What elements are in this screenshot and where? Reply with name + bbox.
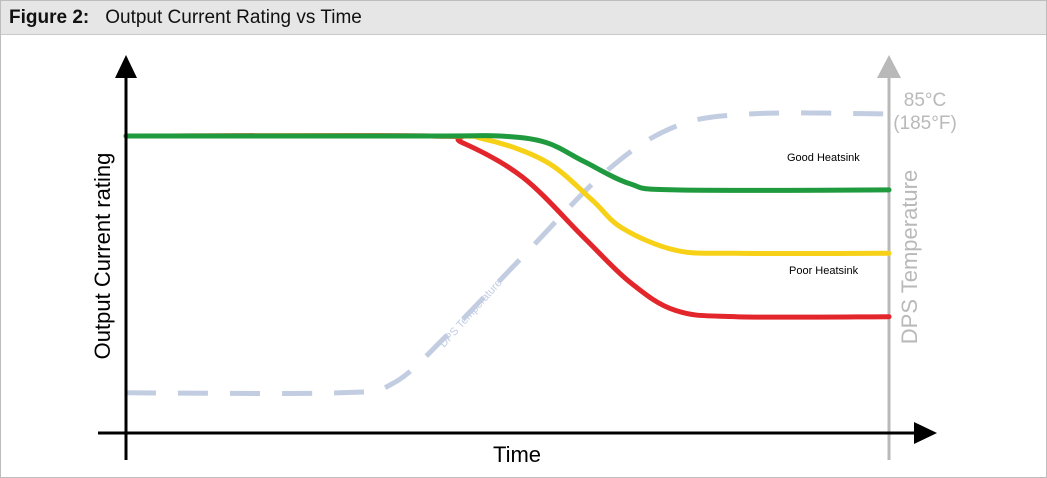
annotation-good-heatsink: Good Heatsink (787, 152, 860, 164)
series-layer (123, 110, 892, 397)
right-axis-top-value-f: (185°F) (893, 113, 957, 134)
figure-header: Figure 2: Output Current Rating vs Time (1, 1, 1046, 35)
annotation-dps-temperature: DPS Temperature (437, 277, 504, 350)
annotation-poor-heatsink: Poor Heatsink (789, 265, 859, 277)
figure-label: Figure 2: (9, 6, 90, 28)
series-dps-temperature (125, 110, 890, 397)
series-medium-heatsink (123, 133, 892, 257)
x-axis-arrow (914, 422, 937, 444)
right-axis (877, 55, 901, 460)
right-axis-label: DPS Temperature (897, 170, 922, 344)
x-axis-label: Time (493, 442, 541, 467)
figure-title: Output Current Rating vs Time (105, 6, 362, 28)
axes (98, 55, 937, 460)
right-axis-top-value-c: 85°C (904, 90, 946, 111)
series-good-heatsink (123, 133, 892, 193)
right-axis-arrow (877, 55, 901, 78)
y-axis-arrow (115, 55, 137, 78)
y-axis-label: Output Current rating (90, 153, 115, 360)
series-poor-heatsink (123, 133, 892, 320)
